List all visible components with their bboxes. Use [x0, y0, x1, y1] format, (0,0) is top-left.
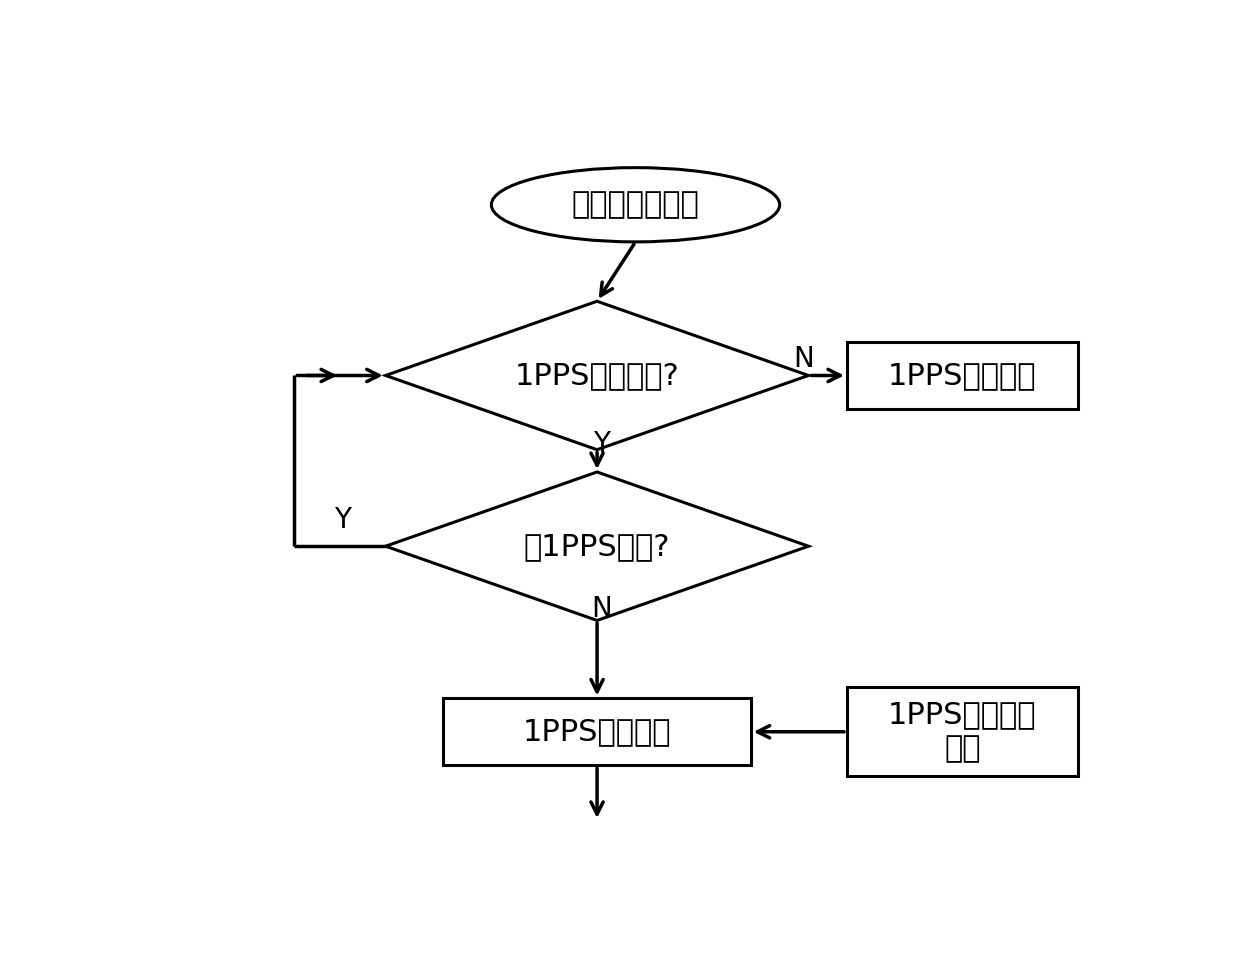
Text: Y: Y	[334, 506, 351, 534]
Text: Y: Y	[594, 430, 610, 458]
Text: 1PPS同步算法: 1PPS同步算法	[523, 717, 671, 746]
Text: 1PPS时间误差
测量: 1PPS时间误差 测量	[888, 701, 1037, 763]
Text: 1PPS失效保持: 1PPS失效保持	[888, 361, 1037, 390]
Bar	[847, 342, 1078, 409]
Bar	[847, 687, 1078, 776]
Text: 原子钟锁定检测: 原子钟锁定检测	[572, 190, 699, 219]
Text: 1PPS脉冲捕获?: 1PPS脉冲捕获?	[515, 361, 680, 390]
Text: N: N	[591, 596, 613, 624]
Text: N: N	[794, 345, 813, 373]
Text: 伪1PPS脉冲?: 伪1PPS脉冲?	[523, 532, 671, 561]
Bar	[444, 698, 751, 765]
